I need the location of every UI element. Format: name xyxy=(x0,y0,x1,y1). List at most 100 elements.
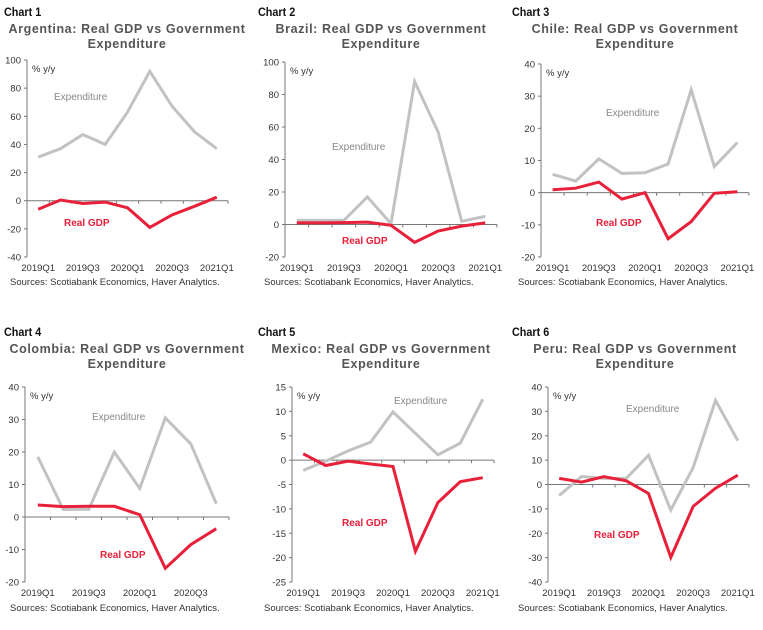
y-tick-label: -20 xyxy=(7,224,21,235)
y-tick-label: -10 xyxy=(5,545,19,556)
y-tick-label: 20 xyxy=(531,431,542,442)
y-axis-unit-label: % y/y xyxy=(553,391,576,402)
y-tick-label: 30 xyxy=(524,92,535,103)
series-label-real-gdp: Real GDP xyxy=(342,518,388,529)
series-label-expenditure: Expenditure xyxy=(626,404,680,415)
x-tick-label: 2020Q1 xyxy=(632,588,666,599)
y-tick-label: 30 xyxy=(531,407,542,418)
y-tick-label: 10 xyxy=(524,156,535,167)
chart-panel-2: Chart 2 Brazil: Real GDP vs Government E… xyxy=(254,0,508,310)
y-tick-label: 10 xyxy=(531,456,542,467)
y-tick-label: 80 xyxy=(10,84,21,95)
chart-panel-3: Chart 3 Chile: Real GDP vs Government Ex… xyxy=(508,0,762,310)
y-tick-label: -20 xyxy=(5,578,19,589)
x-tick-label: 2020Q1 xyxy=(123,588,157,599)
x-tick-label: 2019Q3 xyxy=(66,263,100,274)
y-tick-label: 40 xyxy=(10,140,21,151)
y-tick-label: 0 xyxy=(281,456,286,467)
y-tick-label: 30 xyxy=(8,415,19,426)
series-line-real-gdp xyxy=(297,222,485,242)
x-tick-label: 2019Q1 xyxy=(542,588,576,599)
chart-source: Sources: Scotiabank Economics, Haver Ana… xyxy=(518,277,728,288)
x-tick-label: 2020Q1 xyxy=(376,588,410,599)
y-tick-label: -20 xyxy=(265,253,279,264)
x-tick-label: 2019Q3 xyxy=(331,588,365,599)
x-tick-label: 2019Q1 xyxy=(21,263,55,274)
x-tick-label: 2021Q1 xyxy=(468,263,502,274)
x-tick-label: 2019Q1 xyxy=(536,263,570,274)
y-tick-label: 60 xyxy=(10,112,21,123)
series-label-real-gdp: Real GDP xyxy=(100,550,146,561)
x-tick-label: 2020Q3 xyxy=(676,588,710,599)
y-tick-label: -15 xyxy=(272,529,286,540)
y-axis-unit-label: % y/y xyxy=(297,391,320,402)
y-tick-label: 40 xyxy=(531,383,542,394)
y-axis-unit-label: % y/y xyxy=(546,68,569,79)
y-tick-label: 0 xyxy=(537,480,542,491)
y-tick-label: 0 xyxy=(530,188,535,199)
chart-source: Sources: Scotiabank Economics, Haver Ana… xyxy=(10,277,220,288)
y-axis-unit-label: % y/y xyxy=(290,66,313,77)
series-label-real-gdp: Real GDP xyxy=(594,530,640,541)
x-tick-label: 2019Q1 xyxy=(21,588,55,599)
series-label-real-gdp: Real GDP xyxy=(64,218,110,229)
y-tick-label: -40 xyxy=(7,253,21,264)
y-tick-label: 40 xyxy=(8,383,19,394)
x-tick-label: 2020Q3 xyxy=(421,588,455,599)
y-tick-label: 60 xyxy=(268,123,279,134)
y-tick-label: 100 xyxy=(263,58,279,69)
series-label-expenditure: Expenditure xyxy=(606,108,660,119)
y-tick-label: -20 xyxy=(521,253,535,264)
x-tick-label: 2021Q1 xyxy=(200,263,234,274)
y-tick-label: -40 xyxy=(528,578,542,589)
y-axis-unit-label: % y/y xyxy=(30,391,53,402)
series-line-real-gdp xyxy=(553,182,738,239)
series-label-expenditure: Expenditure xyxy=(332,142,386,153)
chart-panel-6: Chart 6 Peru: Real GDP vs Government Exp… xyxy=(508,320,762,630)
chart-source: Sources: Scotiabank Economics, Haver Ana… xyxy=(264,277,474,288)
series-line-real-gdp xyxy=(303,454,483,552)
x-tick-label: 2020Q3 xyxy=(421,263,455,274)
y-tick-label: 20 xyxy=(268,188,279,199)
y-tick-label: -25 xyxy=(272,578,286,589)
y-tick-label: 100 xyxy=(5,56,21,67)
x-tick-label: 2019Q1 xyxy=(280,263,314,274)
series-line-expenditure xyxy=(38,418,217,510)
x-tick-label: 2019Q3 xyxy=(327,263,361,274)
y-tick-label: -5 xyxy=(278,480,286,491)
x-tick-label: 2020Q1 xyxy=(111,263,145,274)
x-tick-label: 2020Q1 xyxy=(628,263,662,274)
x-tick-label: 2020Q3 xyxy=(174,588,208,599)
chart-panel-5: Chart 5 Mexico: Real GDP vs Government E… xyxy=(254,320,508,630)
y-tick-label: 5 xyxy=(281,431,286,442)
series-line-expenditure xyxy=(297,82,485,224)
x-tick-label: 2021Q1 xyxy=(721,263,755,274)
x-tick-label: 2021Q1 xyxy=(721,588,755,599)
series-label-real-gdp: Real GDP xyxy=(342,236,388,247)
series-label-expenditure: Expenditure xyxy=(54,92,108,103)
chart-panel-4: Chart 4 Colombia: Real GDP vs Government… xyxy=(0,320,254,630)
y-tick-label: 10 xyxy=(8,480,19,491)
chart-source: Sources: Scotiabank Economics, Haver Ana… xyxy=(264,603,474,614)
y-tick-label: -10 xyxy=(528,504,542,515)
x-tick-label: 2019Q3 xyxy=(587,588,621,599)
x-tick-label: 2020Q1 xyxy=(374,263,408,274)
series-line-real-gdp xyxy=(559,475,738,557)
y-tick-label: 40 xyxy=(524,60,535,71)
x-tick-label: 2019Q3 xyxy=(72,588,106,599)
series-line-expenditure xyxy=(38,71,217,157)
x-tick-label: 2021Q1 xyxy=(466,588,500,599)
series-label-expenditure: Expenditure xyxy=(92,412,146,423)
y-tick-label: 20 xyxy=(10,168,21,179)
y-tick-label: 0 xyxy=(16,196,21,207)
y-tick-label: 40 xyxy=(268,155,279,166)
x-tick-label: 2019Q3 xyxy=(582,263,616,274)
chart-panel-1: Chart 1 Argentina: Real GDP vs Governmen… xyxy=(0,0,254,310)
y-tick-label: -30 xyxy=(528,553,542,564)
